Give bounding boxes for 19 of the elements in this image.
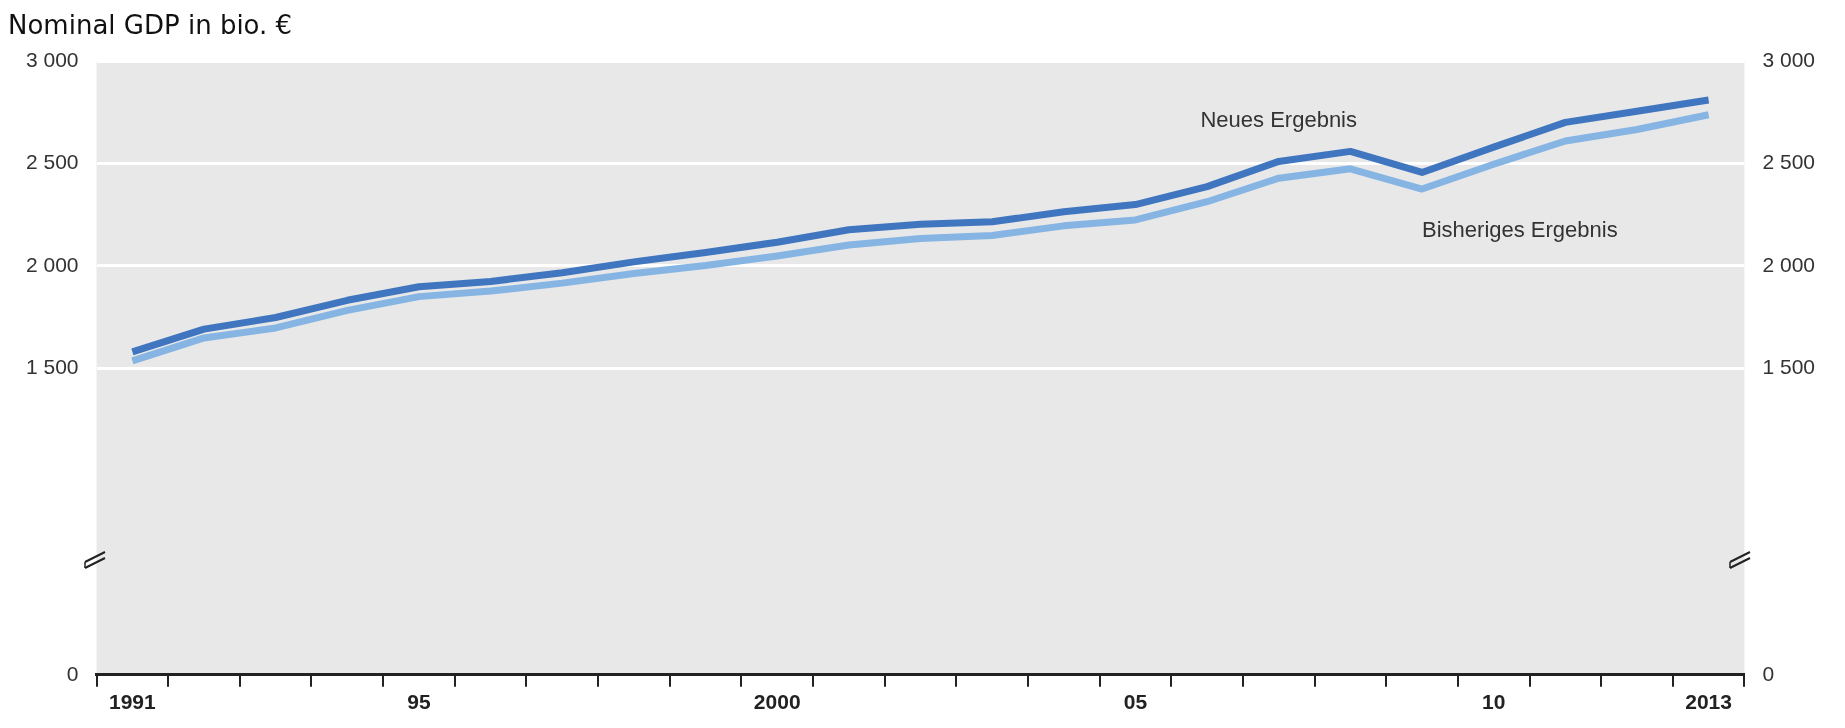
y2-tick-label: 2 500 [1762, 150, 1816, 174]
y-tick-label: 1 500 [25, 354, 79, 378]
y-tick-label: 2 500 [25, 150, 79, 174]
x-tick-label: 95 [407, 690, 431, 714]
x-tick-label: 05 [1123, 690, 1148, 714]
series-label: Neues Ergebnis [1200, 107, 1358, 133]
x-tick-label: 2013 [1685, 690, 1732, 714]
series-label: Bisheriges Ergebnis [1422, 217, 1618, 243]
x-tick-label: 2000 [753, 690, 801, 714]
y2-tick-label: 0 [1762, 661, 1775, 685]
y-tick-label: 0 [66, 661, 79, 685]
x-tick-label: 10 [1482, 690, 1506, 714]
y2-tick-label: 2 000 [1762, 252, 1816, 276]
x-tick-label: 1991 [109, 690, 157, 714]
y-tick-label: 2 000 [25, 252, 79, 276]
y2-tick-label: 1 500 [1762, 354, 1816, 378]
y-tick-label: 3 000 [25, 48, 79, 71]
chart-title: Nominal GDP in bio. € [8, 10, 293, 41]
y2-tick-label: 3 000 [1762, 48, 1816, 71]
